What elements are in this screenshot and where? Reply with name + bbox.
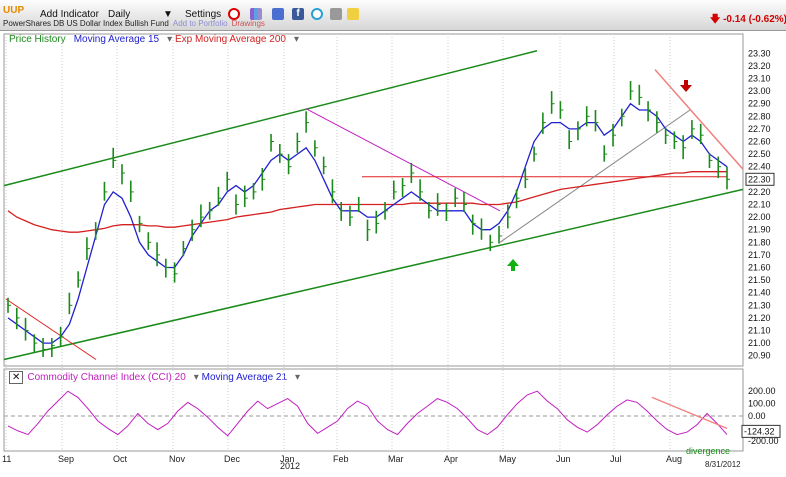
- magenta-trend-line: [305, 108, 501, 212]
- x-axis-label: Dec: [224, 454, 241, 464]
- x-axis-label: Nov: [169, 454, 186, 464]
- x-axis-label: Jun: [556, 454, 571, 464]
- down-arrow-icon: 🡇: [710, 14, 721, 25]
- facebook-icon[interactable]: f: [292, 8, 304, 20]
- price-axis-tick: 22.90: [748, 99, 771, 109]
- cci-value-box: [741, 424, 781, 438]
- drawings-link[interactable]: Drawings: [231, 19, 265, 28]
- price-axis-tick: 22.00: [748, 212, 771, 222]
- price-axis-tick: 22.10: [748, 200, 771, 210]
- cci-axis-tick: 0.00: [748, 411, 766, 421]
- price-axis-tick: 22.40: [748, 162, 771, 172]
- x-axis-label: 2012: [280, 461, 300, 471]
- price-axis-tick: 22.70: [748, 124, 771, 134]
- price-axis-tick: 22.80: [748, 111, 771, 121]
- lower-channel-line: [3, 188, 744, 361]
- chevron-down-icon[interactable]: ▼: [163, 9, 173, 20]
- chevron-down-icon[interactable]: ▾: [167, 34, 173, 45]
- price-axis-tick: 21.90: [748, 225, 771, 235]
- price-axis-tick: 22.20: [748, 187, 771, 197]
- twitter-icon[interactable]: [311, 8, 323, 20]
- chevron-down-icon[interactable]: ▾: [295, 372, 301, 383]
- ma15-line: [7, 102, 728, 344]
- price-panel-frame: [3, 33, 744, 367]
- chevron-down-icon[interactable]: ▾: [193, 372, 199, 383]
- x-axis-label: Jan: [280, 454, 295, 464]
- cci-value-label: -124.32: [744, 426, 775, 436]
- price-axis-tick: 21.60: [748, 263, 771, 273]
- last-price-label: 22.30: [748, 174, 771, 184]
- price-axis-tick: 21.40: [748, 288, 771, 298]
- down-arrow-icon: [680, 80, 692, 92]
- x-axis-label: Aug: [666, 454, 682, 464]
- up-arrow-icon: [507, 259, 519, 271]
- pink-downtrend-line: [654, 69, 744, 170]
- add-indicator-button[interactable]: Add Indicator: [40, 9, 99, 20]
- price-axis-tick: 21.10: [748, 326, 771, 336]
- x-axis-label: Jul: [610, 454, 622, 464]
- price-axis-tick: 20.90: [748, 351, 771, 361]
- interval-select[interactable]: Daily: [108, 9, 131, 20]
- x-axis-label: Apr: [444, 454, 458, 464]
- legend-price-history: Price History: [9, 34, 66, 45]
- upper-channel-line: [3, 50, 538, 187]
- legend-ema200: Exp Moving Average 200: [174, 34, 286, 45]
- x-axis-label: Mar: [388, 454, 404, 464]
- note-icon[interactable]: [347, 8, 359, 20]
- legend-ma15: Moving Average 15: [73, 34, 160, 45]
- fund-name: PowerShares DB US Dollar Index Bullish F…: [3, 19, 169, 28]
- price-axis-tick: 22.60: [748, 137, 771, 147]
- fund-name-line: PowerShares DB US Dollar Index Bullish F…: [3, 19, 265, 28]
- price-change-value: -0.14 (-0.62%): [723, 14, 786, 25]
- add-portfolio-link[interactable]: Add to Portfolio: [172, 19, 228, 28]
- cci-axis-tick: 200.00: [748, 386, 776, 396]
- price-axis-tick: 23.30: [748, 48, 771, 58]
- price-axis-tick: 21.20: [748, 313, 771, 323]
- cci-ma21-line: [8, 406, 727, 428]
- close-icon[interactable]: ✕: [9, 371, 24, 384]
- settings-button[interactable]: Settings: [185, 9, 222, 20]
- cci-divergence-line: [651, 396, 728, 430]
- chevron-down-icon[interactable]: ▾: [293, 34, 299, 45]
- alarm-clock-icon[interactable]: [228, 8, 240, 20]
- cci-legend: ✕ Commodity Channel Index (CCI) 20 ▾ Movin…: [9, 371, 301, 384]
- price-axis-tick: 21.70: [748, 250, 771, 260]
- cci-axis-tick: -200.00: [748, 436, 779, 446]
- price-axis-tick: 21.00: [748, 338, 771, 348]
- cci-axis-tick: 100.00: [748, 399, 776, 409]
- gray-uptrend-line: [499, 109, 691, 243]
- price-axis-tick: 21.80: [748, 237, 771, 247]
- bar-chart-icon[interactable]: [250, 8, 262, 20]
- x-axis-label: 11: [2, 454, 11, 464]
- legend-ma21: Moving Average 21: [201, 372, 288, 383]
- divergence-label: divergence: [686, 446, 731, 456]
- x-axis-label: Feb: [333, 454, 349, 464]
- print-icon[interactable]: [330, 8, 342, 20]
- x-axis-label: Sep: [58, 454, 74, 464]
- price-axis-tick: 23.20: [748, 61, 771, 71]
- price-axis-tick: 23.10: [748, 74, 771, 84]
- cci-panel-frame: [3, 368, 744, 452]
- x-axis-label: Oct: [113, 454, 128, 464]
- cci-line: [7, 390, 728, 437]
- share-icon[interactable]: [272, 8, 284, 20]
- x-axis-label: May: [499, 454, 517, 464]
- price-axis-tick: 21.50: [748, 275, 771, 285]
- date-label: 8/31/2012: [705, 460, 741, 469]
- last-price-box: [745, 172, 775, 186]
- ticker-symbol: UUP: [3, 5, 25, 16]
- price-legend: Price History Moving Average 15 ▾ Exp Movi…: [9, 34, 299, 45]
- chart-toolbar: UUP Add Indicator Daily ▼ Settings f Pow…: [0, 0, 786, 31]
- price-change: 🡇 -0.14 (-0.62%): [710, 12, 786, 29]
- ema200-line: [7, 171, 727, 233]
- price-axis-tick: 23.00: [748, 86, 771, 96]
- price-axis-tick: 21.30: [748, 300, 771, 310]
- price-axis-tick: 22.50: [748, 149, 771, 159]
- legend-cci: Commodity Channel Index (CCI) 20: [27, 372, 186, 383]
- early-downtrend-line: [5, 298, 97, 360]
